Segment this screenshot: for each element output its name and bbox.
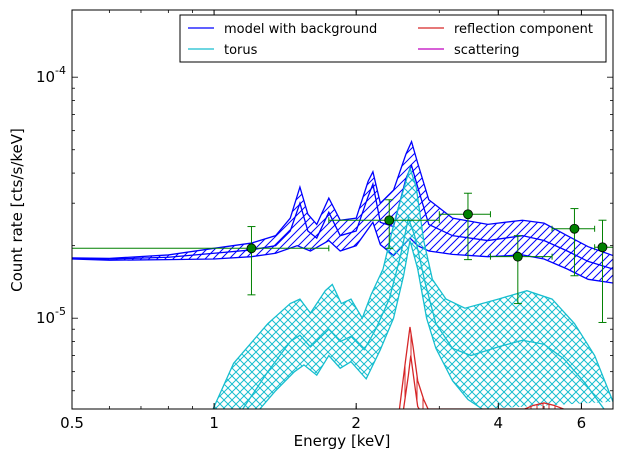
data-point-marker [384, 215, 395, 226]
legend-entry: model with background [188, 22, 377, 37]
y-tick-label: 10-4 [36, 64, 66, 86]
data-point-marker [597, 242, 608, 253]
data-point-marker [463, 209, 473, 220]
legend-label: torus [224, 43, 258, 58]
legend-label: scattering [454, 43, 520, 58]
y-axis-label: Count rate [cts/s/keV] [8, 128, 26, 292]
x-tick-label: 4 [494, 414, 504, 432]
legend-entry: reflection component [418, 22, 593, 37]
axes: 0.5 1 2 4 6 10-5 10-4 [36, 9, 614, 432]
legend-entry: scattering [418, 43, 520, 58]
reflection-component-lower-line [402, 355, 420, 409]
data-point-marker [512, 251, 523, 262]
data-point [438, 192, 491, 261]
torus-middle-line [242, 215, 605, 409]
legend-label: reflection component [454, 22, 593, 37]
data-point [551, 208, 596, 277]
plot-frame [71, 9, 614, 410]
x-axis-label: Energy [keV] [294, 432, 391, 450]
data-point-marker [246, 243, 257, 254]
model-with-background-middle-line [72, 163, 613, 270]
legend: model with background torus reflection com… [179, 14, 607, 63]
reflection-component-upper-line [398, 326, 564, 409]
x-tick-label: 0.5 [60, 414, 84, 432]
y-tick-label: 10-5 [36, 305, 66, 327]
data-point [594, 219, 613, 323]
torus-lower-line [259, 240, 483, 409]
plot-area [72, 139, 613, 409]
x-tick-label: 1 [209, 414, 219, 432]
model-with-background-band [72, 141, 613, 283]
legend-box [179, 14, 607, 63]
model-with-background-lower-line [72, 220, 613, 284]
x-tick-label: 2 [351, 414, 361, 432]
data-point-marker [569, 223, 580, 234]
model-with-background-upper-line [72, 139, 613, 260]
legend-entry: torus [188, 43, 258, 58]
x-tick-label: 6 [577, 414, 587, 432]
data-point [72, 226, 330, 296]
data-point [489, 235, 553, 305]
torus-band [213, 167, 613, 409]
series-group [72, 139, 613, 409]
data-point [328, 199, 440, 249]
legend-label: model with background [224, 22, 377, 37]
